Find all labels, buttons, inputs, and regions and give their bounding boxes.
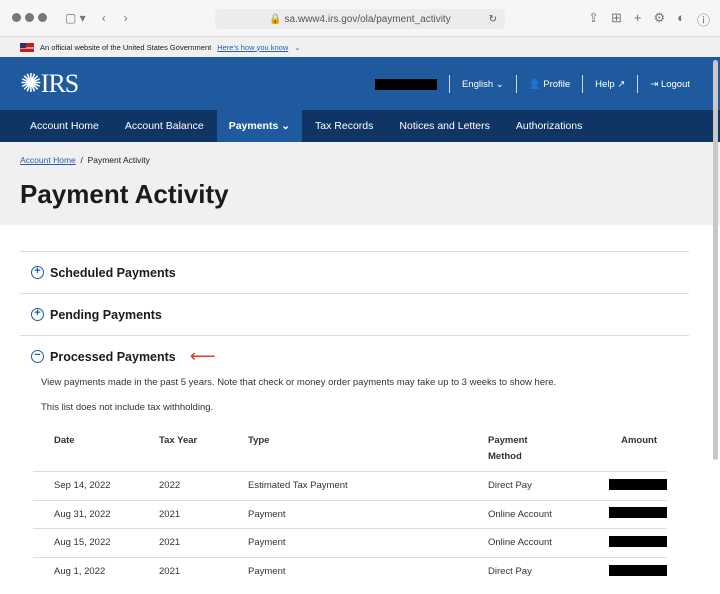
table-cell: 2022 — [138, 471, 227, 500]
tabs-icon[interactable]: ⊞ — [610, 10, 622, 25]
plus-icon: + — [31, 308, 44, 321]
forward-icon[interactable]: › — [123, 11, 128, 25]
table-cell: Aug 1, 2022 — [33, 556, 138, 586]
chevron-down-icon[interactable]: ⌄ — [294, 42, 301, 52]
amount-cell — [577, 556, 667, 586]
nav-authorizations[interactable]: Authorizations — [515, 120, 583, 132]
table-cell: Online Account — [467, 528, 577, 557]
browser-toolbar: ▢ ▾ ‹ › 🔒 sa.www4.irs.gov/ola/payment_ac… — [0, 0, 720, 37]
amount-cell — [577, 528, 667, 557]
table-cell: Estimated Tax Payment — [227, 471, 467, 500]
gov-banner: An official website of the United States… — [0, 37, 720, 57]
main-nav: Account Home Account Balance Payments ⌄ … — [0, 110, 720, 142]
language-select[interactable]: English ⌄ — [461, 78, 504, 90]
table-cell: Aug 31, 2022 — [33, 499, 138, 529]
processed-desc: View payments made in the past 5 years. … — [41, 377, 557, 388]
nav-notices[interactable]: Notices and Letters — [399, 120, 490, 132]
table-cell: Payment — [227, 499, 467, 529]
table-cell: Online Account — [467, 499, 577, 529]
us-flag-icon — [20, 42, 34, 52]
lock-icon: 🔒 — [269, 13, 285, 25]
accordion-scheduled[interactable]: + Scheduled Payments — [20, 251, 689, 293]
breadcrumb: Account Home / Payment Activity — [20, 155, 150, 165]
table-row: Aug 15, 2022 2021 Payment Online Account — [33, 528, 667, 557]
back-icon[interactable]: ‹ — [101, 11, 106, 25]
accordion-processed[interactable]: − Processed Payments ⟵ — [20, 335, 689, 377]
plus-icon: + — [31, 266, 44, 279]
share-icon[interactable]: ⇪ — [588, 10, 599, 25]
eagle-icon: ✺ — [20, 68, 42, 98]
sidebar-icon[interactable]: ▢ ▾ — [65, 11, 86, 25]
window-controls[interactable] — [12, 11, 51, 25]
table-cell: Direct Pay — [467, 471, 577, 500]
address-bar[interactable]: 🔒 sa.www4.irs.gov/ola/payment_activity ↻ — [215, 9, 505, 29]
reload-icon[interactable]: ↻ — [488, 13, 497, 25]
profile-link[interactable]: 👤 Profile — [528, 78, 571, 90]
table-cell: Payment — [227, 556, 467, 586]
payments-table: Date Tax Year Type Payment Method Amount Sep… — [33, 427, 667, 586]
nav-payments[interactable]: Payments ⌄ — [216, 110, 303, 142]
redacted-amount — [609, 507, 667, 519]
logout-icon: ⇥ — [650, 78, 659, 90]
site-header: ✺IRS English ⌄ 👤 Profile Help ↗ ⇥ Logout — [0, 57, 720, 110]
table-cell: Payment — [227, 528, 467, 557]
amount-cell — [577, 499, 667, 529]
table-row: Aug 1, 2022 2021 Payment Direct Pay — [33, 556, 667, 586]
user-icon: 👤 — [528, 78, 541, 90]
page-title: Payment Activity — [20, 179, 229, 209]
accordion-pending[interactable]: + Pending Payments — [20, 293, 689, 335]
info-icon[interactable]: ⓘ — [696, 13, 710, 28]
how-you-know-link[interactable]: Here's how you know — [217, 42, 289, 52]
nav-account-balance[interactable]: Account Balance — [124, 120, 204, 132]
amount-cell — [577, 471, 667, 500]
breadcrumb-home[interactable]: Account Home — [20, 155, 76, 165]
table-cell: 2021 — [138, 499, 227, 529]
table-cell: 2021 — [138, 556, 227, 586]
minus-icon: − — [31, 350, 44, 363]
new-tab-icon[interactable]: + — [633, 10, 642, 25]
chevron-down-icon: ⌄ — [281, 120, 291, 132]
scrollbar[interactable] — [713, 60, 718, 460]
redacted-name — [374, 78, 437, 90]
external-link-icon: ↗ — [617, 78, 626, 90]
table-cell: Direct Pay — [467, 556, 577, 586]
table-row: Sep 14, 2022 2022 Estimated Tax Payment Dir… — [33, 471, 667, 500]
contrast-icon[interactable]: ◐ — [677, 10, 685, 25]
redacted-amount — [609, 478, 667, 490]
table-cell: Sep 14, 2022 — [33, 471, 138, 500]
redacted-amount — [609, 535, 667, 547]
table-cell: 2021 — [138, 528, 227, 557]
logout-link[interactable]: ⇥ Logout — [650, 78, 690, 90]
table-row: Aug 31, 2022 2021 Payment Online Account — [33, 499, 667, 529]
nav-account-home[interactable]: Account Home — [30, 120, 99, 132]
redacted-amount — [609, 564, 667, 576]
irs-logo[interactable]: ✺IRS — [20, 68, 79, 98]
nav-tax-records[interactable]: Tax Records — [315, 120, 374, 132]
processed-note: This list does not include tax withholdi… — [41, 402, 214, 413]
table-cell: Aug 15, 2022 — [33, 528, 138, 557]
help-link[interactable]: Help ↗ — [595, 78, 626, 90]
settings-icon[interactable]: ⚙ — [653, 10, 666, 25]
arrow-left-icon: ⟵ — [189, 346, 216, 366]
